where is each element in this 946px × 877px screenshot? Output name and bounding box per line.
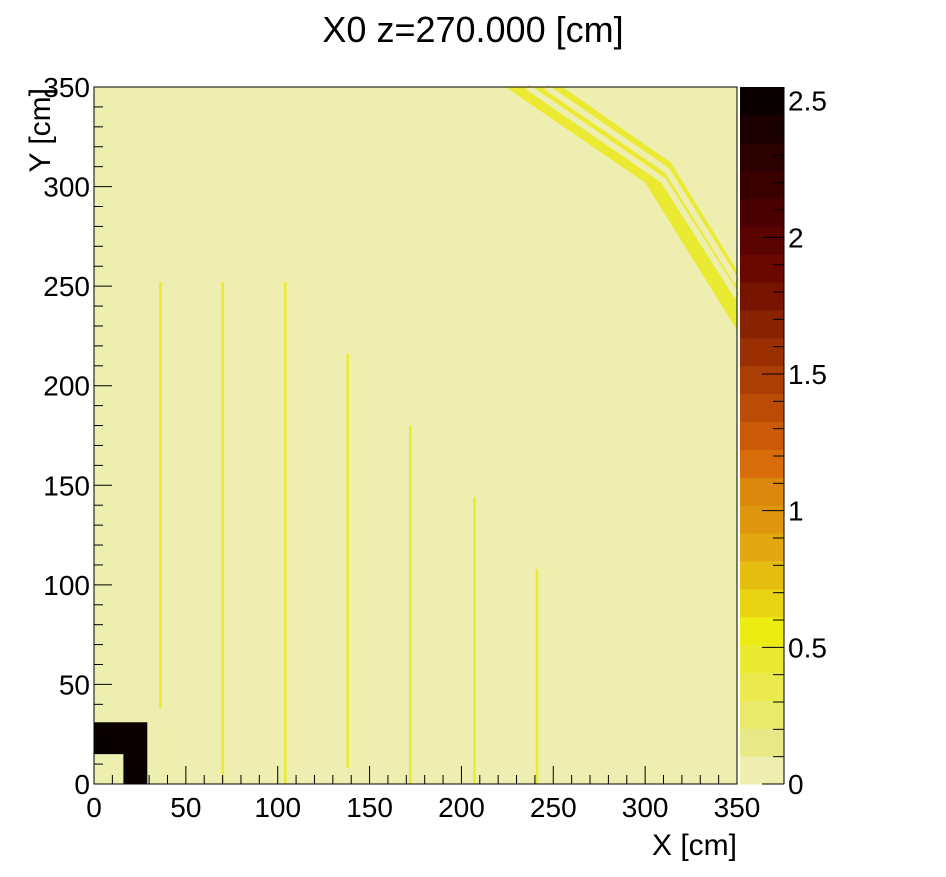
color-scale-cell	[740, 422, 784, 450]
y-tick-label: 250	[43, 271, 90, 302]
color-scale-cell	[740, 310, 784, 338]
heatmap-cell-line-3	[347, 354, 350, 768]
heatmap-cell-line-5	[473, 497, 476, 784]
z-tick-label: 2.5	[788, 86, 827, 117]
color-scale-cell	[740, 449, 784, 477]
z-tick-label: 2	[788, 222, 804, 253]
z-tick-label: 1	[788, 496, 804, 527]
color-scale-cell	[740, 477, 784, 505]
heatmap-cell-line-0	[159, 282, 162, 708]
heatmap-cell-line-1	[222, 282, 225, 784]
color-scale-bar	[740, 87, 784, 785]
y-tick-label: 0	[74, 769, 90, 800]
color-scale-cell	[740, 394, 784, 422]
x-tick-label: 300	[622, 792, 669, 823]
y-tick-label: 50	[59, 669, 90, 700]
x-tick-label: 350	[714, 792, 761, 823]
color-scale-cell	[740, 645, 784, 673]
heatmap-cell-block-8	[94, 754, 123, 784]
z-tick-label: 1.5	[788, 359, 827, 390]
color-scale-cell	[740, 143, 784, 171]
color-scale-cell	[740, 672, 784, 700]
z-tick-label: 0	[788, 769, 804, 800]
y-tick-label: 300	[43, 172, 90, 203]
color-scale-cell	[740, 505, 784, 533]
color-scale-cell	[740, 226, 784, 254]
color-scale-cell	[740, 338, 784, 366]
plot-area	[94, 87, 737, 784]
color-scale-cell	[740, 366, 784, 394]
color-scale-cell	[740, 87, 784, 115]
heatmap-cell-line-4	[409, 426, 412, 784]
heatmap-cell-line-2	[284, 282, 287, 784]
x-tick-label: 50	[170, 792, 201, 823]
color-scale-cell	[740, 728, 784, 756]
color-scale-cell	[740, 199, 784, 227]
x-tick-label: 100	[254, 792, 301, 823]
z-tick-label: 0.5	[788, 632, 827, 663]
chart-title: X0 z=270.000 [cm]	[322, 9, 623, 50]
color-scale-cell	[740, 171, 784, 199]
x-tick-label: 250	[530, 792, 577, 823]
plot-background	[94, 87, 737, 784]
color-scale-cell	[740, 617, 784, 645]
color-scale-cell	[740, 254, 784, 282]
y-tick-label: 200	[43, 371, 90, 402]
y-tick-label: 100	[43, 570, 90, 601]
y-tick-label: 150	[43, 470, 90, 501]
y-axis-label: Y [cm]	[24, 88, 57, 172]
color-scale-cell	[740, 282, 784, 310]
color-scale-cell	[740, 756, 784, 784]
color-scale-cell	[740, 700, 784, 728]
heatmap-cell-line-6	[536, 569, 539, 784]
color-scale-cell	[740, 533, 784, 561]
color-scale-cell	[740, 115, 784, 143]
x-axis-label: X [cm]	[652, 829, 737, 862]
x-tick-label: 150	[346, 792, 393, 823]
x-tick-label: 200	[438, 792, 485, 823]
